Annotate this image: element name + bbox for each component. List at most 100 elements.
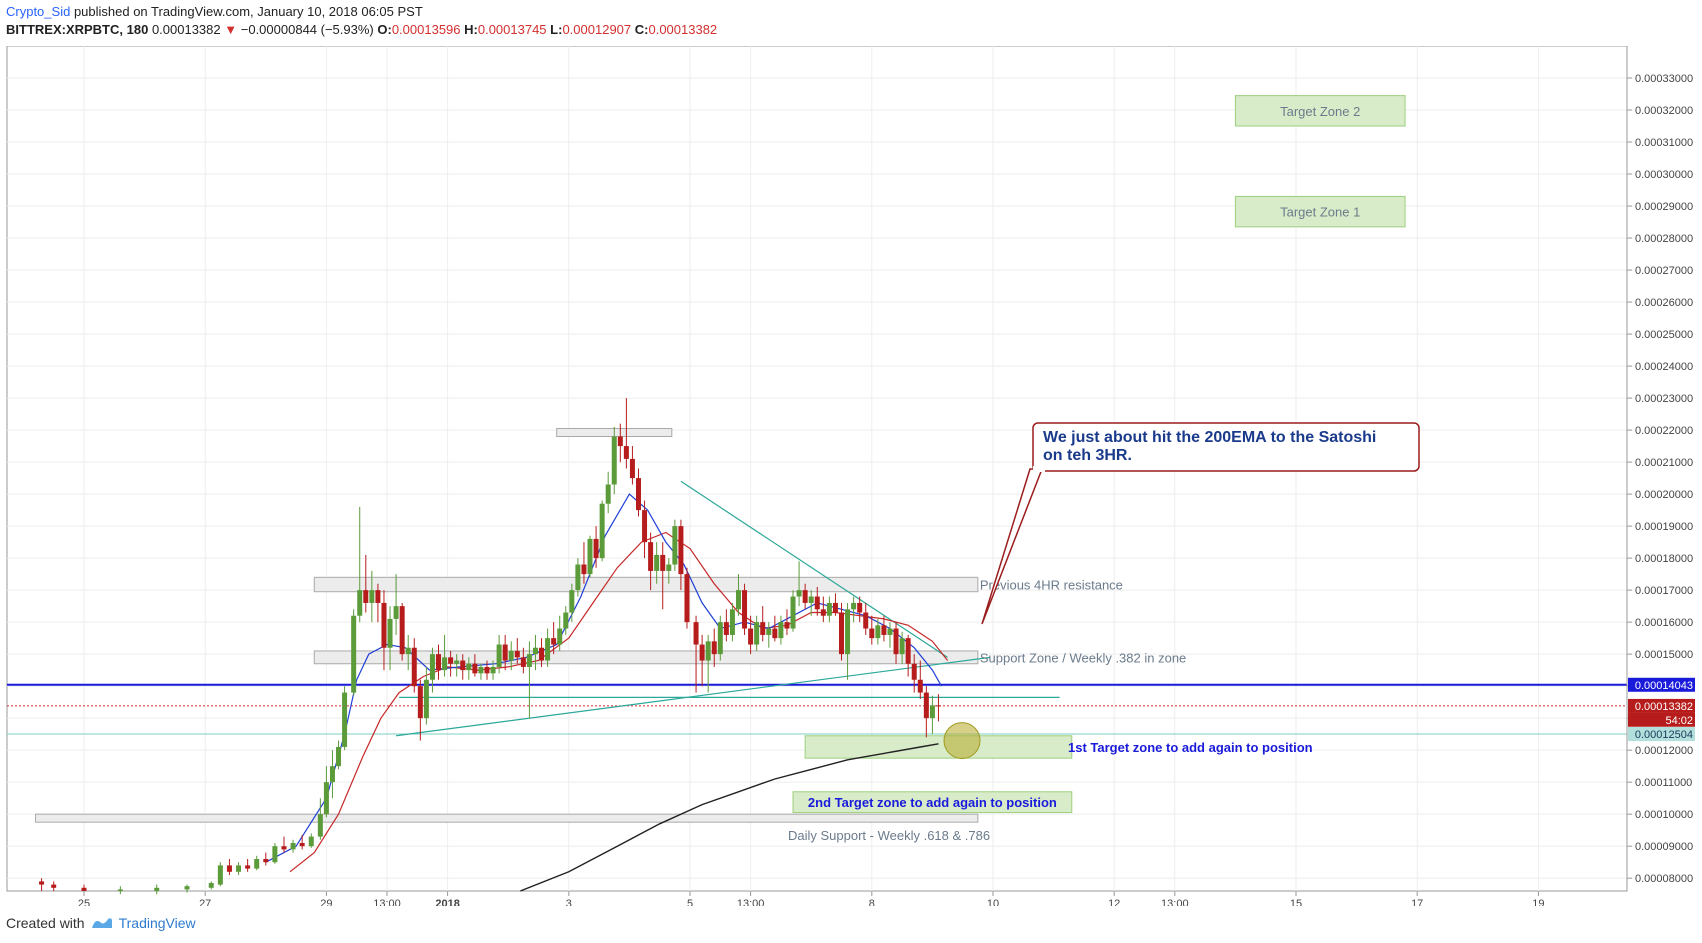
y-tick-label: 0.00031000 <box>1635 137 1693 149</box>
candle-body <box>323 782 329 815</box>
tradingview-logo-icon <box>91 918 112 928</box>
candle-body <box>569 590 575 613</box>
candle-body <box>599 503 605 559</box>
last-price: 0.00013382 <box>151 22 221 37</box>
y-tick-label: 0.00010000 <box>1635 809 1693 821</box>
candle-body <box>508 650 514 661</box>
candle-body <box>436 654 442 671</box>
x-tick-label: 12 <box>1108 898 1120 906</box>
x-tick-label: 29 <box>320 898 332 906</box>
candle-body <box>642 510 648 543</box>
candle-body <box>772 628 778 639</box>
zone-label: 1st Target zone to add again to position <box>1068 740 1313 755</box>
candle-body <box>51 884 57 888</box>
candle-body <box>875 625 881 639</box>
y-tick-label: 0.00029000 <box>1635 201 1693 213</box>
price-tag <box>1628 698 1695 713</box>
x-tick-label: 17 <box>1411 898 1423 906</box>
y-tick-label: 0.00028000 <box>1635 233 1693 245</box>
candle-body <box>417 686 423 719</box>
price-tag <box>1628 712 1695 727</box>
zone-label: Support Zone / Weekly .382 in zone <box>980 650 1186 665</box>
candle-body <box>881 625 887 635</box>
tradingview-brand[interactable]: TradingView <box>118 915 196 931</box>
ohlc-line: BITTREX:XRPBTC, 180 0.00013382 ▼ −0.0000… <box>6 22 717 37</box>
candle-body <box>693 622 699 645</box>
candle-body <box>893 628 899 655</box>
candle-body <box>184 886 190 890</box>
zone-label: Target Zone 1 <box>1280 205 1360 220</box>
x-tick-label: 2018 <box>435 898 459 906</box>
candle-body <box>281 846 287 850</box>
candle-body <box>478 666 484 674</box>
candle-body <box>623 446 629 459</box>
close-label: C: <box>634 22 649 37</box>
zone-label: Target Zone 2 <box>1280 104 1360 119</box>
candle-body <box>336 746 342 767</box>
y-tick-label: 0.00017000 <box>1635 585 1693 597</box>
candle-body <box>208 882 214 888</box>
y-tick-label: 0.00008000 <box>1635 873 1693 885</box>
candle-body <box>839 612 844 655</box>
candle-body <box>905 638 911 664</box>
candle-body <box>245 865 251 869</box>
candle-body <box>808 596 814 603</box>
candle-body <box>329 766 335 783</box>
x-tick-label: 3 <box>566 898 572 906</box>
chart-area[interactable]: Target Zone 2 Target Zone 1 Previous 4HR r… <box>0 45 1702 910</box>
ema-200-line <box>520 743 939 892</box>
candle-body <box>845 609 851 655</box>
high-value: 0.00013745 <box>477 22 547 37</box>
candle-body <box>760 622 766 635</box>
y-tick-label: 0.00016000 <box>1635 617 1693 629</box>
candle-body <box>581 564 587 575</box>
candle-body <box>381 602 387 648</box>
candle-body <box>778 622 784 639</box>
zone-box <box>313 576 979 593</box>
y-tick-label: 0.00026000 <box>1635 297 1693 309</box>
x-tick-label: 13:00 <box>737 898 765 906</box>
y-tick-label: 0.00025000 <box>1635 329 1693 341</box>
zone-label: Previous 4HR resistance <box>980 578 1123 593</box>
touch-highlight <box>943 722 981 760</box>
publish-line: Crypto_Sid published on TradingView.com,… <box>6 4 423 19</box>
candle-body <box>684 574 690 623</box>
candle-body <box>342 692 348 747</box>
x-tick-label: 13:00 <box>1161 898 1189 906</box>
y-tick-label: 0.00020000 <box>1635 489 1693 501</box>
y-tick-label: 0.00015000 <box>1635 649 1693 661</box>
callout-text: We just about hit the 200EMA to the Sato… <box>1043 429 1376 446</box>
zone-box <box>313 650 979 665</box>
candle-body <box>393 606 399 619</box>
price-tag <box>1628 677 1695 692</box>
candle-body <box>442 657 448 671</box>
callout-text: on teh 3HR. <box>1043 447 1132 464</box>
candle-body <box>454 660 460 664</box>
candle-body <box>851 602 857 610</box>
candle-body <box>39 881 45 885</box>
candle-body <box>290 842 296 850</box>
x-tick-label: 25 <box>78 898 90 906</box>
y-tick-label: 0.00027000 <box>1635 265 1693 277</box>
zone-box <box>1234 195 1406 228</box>
zone-box <box>1234 95 1406 127</box>
candle-body <box>666 564 672 571</box>
x-tick-label: 10 <box>987 898 999 906</box>
callout-box <box>1032 422 1420 472</box>
candle-body <box>317 814 323 837</box>
price-chart[interactable]: Target Zone 2 Target Zone 1 Previous 4HR r… <box>0 45 1702 910</box>
candle-body <box>423 679 429 719</box>
zone-box <box>35 813 979 823</box>
candle-body <box>405 647 411 655</box>
candle-body <box>81 887 87 891</box>
candle-body <box>254 858 260 869</box>
candle-body <box>593 538 599 559</box>
x-tick-label: 8 <box>869 898 875 906</box>
candle-body <box>551 638 557 645</box>
open-label: O: <box>377 22 392 37</box>
callout-pointer <box>981 468 1044 625</box>
candle-body <box>857 602 863 613</box>
candle-body <box>272 846 278 863</box>
author-link[interactable]: Crypto_Sid <box>6 4 71 19</box>
candle-body <box>399 606 405 655</box>
